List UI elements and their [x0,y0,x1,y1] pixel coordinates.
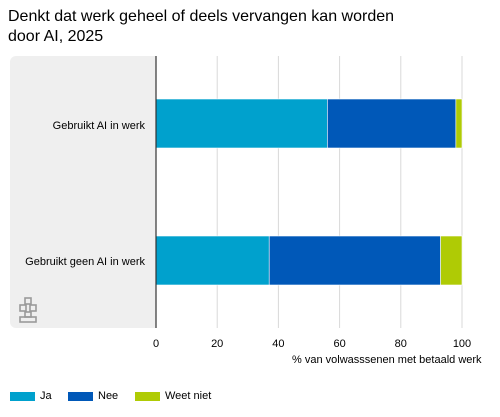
bar-segment [155,235,270,286]
legend-label-nee: Nee [98,390,119,402]
legend-swatch-weet-niet [135,391,160,401]
category-panel [10,56,156,328]
bar-segment [455,98,463,149]
legend-item-ja: Ja [10,390,68,402]
x-tick-label: 100 [453,338,471,350]
cbs-logo-icon [19,297,37,323]
x-tick-labels: 0 20 40 60 80 100 [153,338,471,350]
legend-label-ja: Ja [40,390,52,402]
legend: Ja Nee Weet niet [10,390,211,402]
x-tick-label: 60 [333,338,345,350]
bars [155,98,463,286]
bar-segment [268,235,441,286]
chart-title: Denkt dat werk geheel of deels vervangen… [8,8,395,45]
x-tick-label: 40 [272,338,284,350]
legend-swatch-nee [68,391,93,401]
legend-item-nee: Nee [68,390,135,402]
grid-lines [216,56,463,328]
x-tick-label: 80 [395,338,407,350]
legend-item-weet-niet: Weet niet [135,390,211,402]
bar-segment [155,98,328,149]
category-label-ai: Gebruikt AI in werk [52,120,145,132]
x-axis-label: % van volwasssenen met betaald werk [292,354,482,366]
category-label-no-ai: Gebruikt geen AI in werk [25,256,145,268]
x-tick-label: 0 [153,338,159,350]
legend-swatch-ja [10,391,35,401]
legend-label-weet-niet: Weet niet [165,390,212,402]
bar-segment [440,235,463,286]
bar-segment [327,98,457,149]
x-tick-label: 20 [211,338,223,350]
